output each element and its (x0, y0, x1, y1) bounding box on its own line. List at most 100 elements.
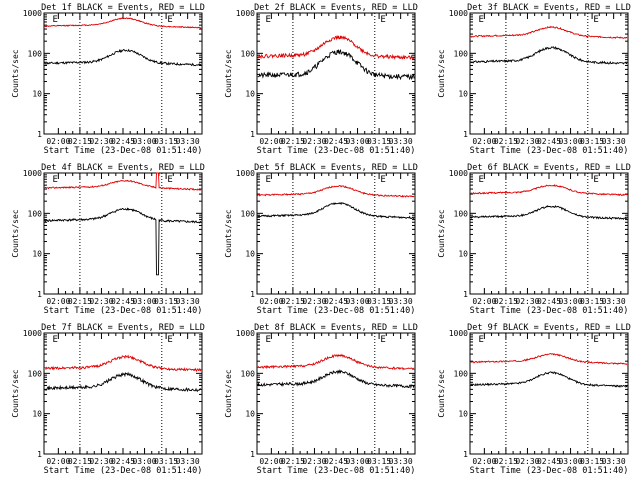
x-tick-label: 02:45 (111, 297, 135, 306)
x-tick-label: 03:15 (580, 457, 604, 466)
x-tick-label: 02:45 (111, 137, 135, 146)
x-tick-label: 03:00 (345, 297, 369, 306)
x-tick-label: 03:00 (558, 457, 582, 466)
panel-det-2: Det 2f BLACK = Events, RED = LLD E E 1 10 100… (224, 3, 418, 156)
x-tick-label: 03:15 (580, 297, 604, 306)
y-tick-label: 1000 (23, 9, 42, 18)
x-tick-label: 02:45 (537, 137, 561, 146)
y-tick-label: 1000 (23, 329, 42, 338)
y-tick-label: 1 (463, 130, 468, 139)
panel-title: Det 4f BLACK = Events, RED = LLD (41, 163, 205, 173)
y-tick-label: 1 (463, 290, 468, 299)
y-tick-label: 100 (28, 209, 43, 218)
marker-e: E (593, 335, 598, 345)
x-tick-label: 03:30 (389, 137, 413, 146)
y-axis-label: Counts/sec (224, 209, 233, 257)
events-series (44, 371, 202, 393)
marker-e: E (478, 335, 483, 345)
y-tick-label: 10 (32, 90, 42, 99)
x-tick-label: 02:15 (68, 137, 92, 146)
y-axis-label: Counts/sec (437, 369, 446, 417)
x-tick-label: 03:30 (176, 457, 200, 466)
x-tick-label: 02:00 (46, 297, 70, 306)
lld-series (257, 353, 415, 371)
marker-e: E (265, 335, 270, 345)
x-tick-label: 02:30 (89, 137, 113, 146)
y-tick-label: 10 (458, 250, 468, 259)
panel-title: Det 2f BLACK = Events, RED = LLD (254, 3, 418, 13)
lld-series (470, 183, 628, 197)
plot-frame (256, 12, 416, 135)
lld-series (470, 25, 628, 39)
x-axis-label: Start Time (23-Dec-08 01:51:40) (44, 306, 203, 316)
y-axis-label: Counts/sec (11, 49, 20, 97)
plot-frame (256, 332, 416, 455)
x-tick-label: 03:15 (367, 297, 391, 306)
y-tick-label: 1000 (449, 329, 468, 338)
x-tick-label: 02:00 (472, 297, 496, 306)
y-tick-label: 1 (37, 290, 42, 299)
events-series (470, 46, 628, 65)
plot-frame (469, 12, 629, 135)
x-tick-label: 03:00 (132, 297, 156, 306)
x-tick-label: 02:15 (281, 457, 305, 466)
plot-frame (43, 12, 203, 135)
x-tick-label: 02:15 (494, 297, 518, 306)
x-tick-label: 02:30 (515, 457, 539, 466)
y-tick-label: 10 (245, 90, 255, 99)
y-tick-label: 100 (454, 209, 469, 218)
y-tick-label: 1 (37, 450, 42, 459)
lld-series (257, 185, 415, 198)
plot-frame (43, 172, 203, 295)
marker-e: E (167, 175, 172, 185)
x-tick-label: 02:00 (46, 457, 70, 466)
panel-det-1: Det 1f BLACK = Events, RED = LLD E E 1 10 100… (11, 3, 205, 156)
x-tick-label: 03:30 (389, 457, 413, 466)
x-tick-label: 02:15 (494, 457, 518, 466)
lld-series (257, 34, 415, 61)
marker-e: E (380, 15, 385, 25)
marker-e: E (52, 175, 57, 185)
events-series (470, 204, 628, 221)
x-axis-label: Start Time (23-Dec-08 01:51:40) (257, 306, 416, 316)
y-tick-label: 1000 (23, 169, 42, 178)
x-axis-label: Start Time (23-Dec-08 01:51:40) (470, 146, 629, 156)
marker-e: E (380, 335, 385, 345)
panel-det-6: Det 6f BLACK = Events, RED = LLD E E 1 10 100… (437, 163, 631, 316)
plot-frame (469, 332, 629, 455)
x-tick-label: 02:30 (515, 137, 539, 146)
x-axis-label: Start Time (23-Dec-08 01:51:40) (257, 146, 416, 156)
panel-det-3: Det 3f BLACK = Events, RED = LLD E E 1 10 100… (437, 3, 631, 156)
panel-det-9: Det 9f BLACK = Events, RED = LLD E E 1 10 100… (437, 323, 631, 476)
y-tick-label: 10 (458, 90, 468, 99)
x-tick-label: 02:45 (537, 457, 561, 466)
marker-e: E (380, 175, 385, 185)
x-tick-label: 02:00 (46, 137, 70, 146)
events-series (257, 369, 415, 389)
lld-series (44, 172, 202, 191)
x-tick-label: 02:30 (515, 297, 539, 306)
y-tick-label: 1 (250, 290, 255, 299)
x-axis-label: Start Time (23-Dec-08 01:51:40) (257, 466, 416, 476)
y-tick-label: 100 (241, 369, 256, 378)
x-axis-label: Start Time (23-Dec-08 01:51:40) (470, 306, 629, 316)
x-axis-label: Start Time (23-Dec-08 01:51:40) (44, 466, 203, 476)
y-axis-label: Counts/sec (11, 369, 20, 417)
panel-title: Det 6f BLACK = Events, RED = LLD (467, 163, 631, 173)
y-tick-label: 100 (28, 49, 43, 58)
marker-e: E (478, 15, 483, 25)
x-axis-label: Start Time (23-Dec-08 01:51:40) (44, 146, 203, 156)
y-tick-label: 1 (250, 450, 255, 459)
y-tick-label: 10 (458, 410, 468, 419)
x-tick-label: 03:00 (345, 457, 369, 466)
events-series (44, 48, 202, 67)
marker-e: E (478, 175, 483, 185)
y-tick-label: 10 (32, 250, 42, 259)
y-tick-label: 1000 (236, 169, 255, 178)
x-tick-label: 03:00 (558, 137, 582, 146)
y-tick-label: 10 (245, 250, 255, 259)
x-axis-label: Start Time (23-Dec-08 01:51:40) (470, 466, 629, 476)
y-tick-label: 1000 (449, 169, 468, 178)
y-tick-label: 100 (28, 369, 43, 378)
